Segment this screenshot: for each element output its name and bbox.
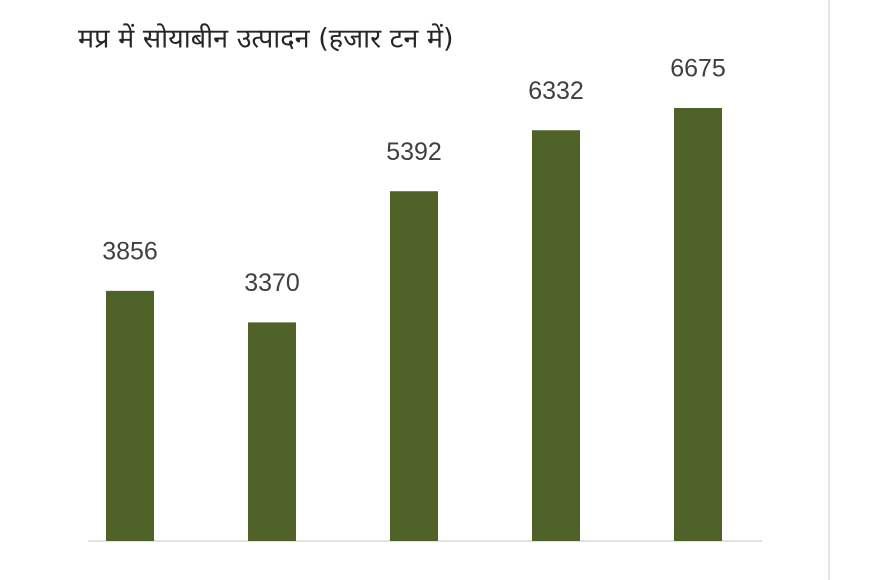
- value-label: 5392: [386, 138, 442, 166]
- value-label: 6332: [528, 77, 584, 105]
- bar: [674, 108, 722, 541]
- bar: [248, 322, 296, 541]
- bar: [532, 130, 580, 541]
- bar: [106, 290, 154, 541]
- value-label: 3370: [244, 269, 300, 297]
- value-label: 6675: [670, 55, 726, 83]
- value-label: 3856: [102, 237, 158, 265]
- chart-title: मप्र में सोयाबीन उत्पादन (हजार टन में): [78, 23, 454, 55]
- bar: [390, 191, 438, 542]
